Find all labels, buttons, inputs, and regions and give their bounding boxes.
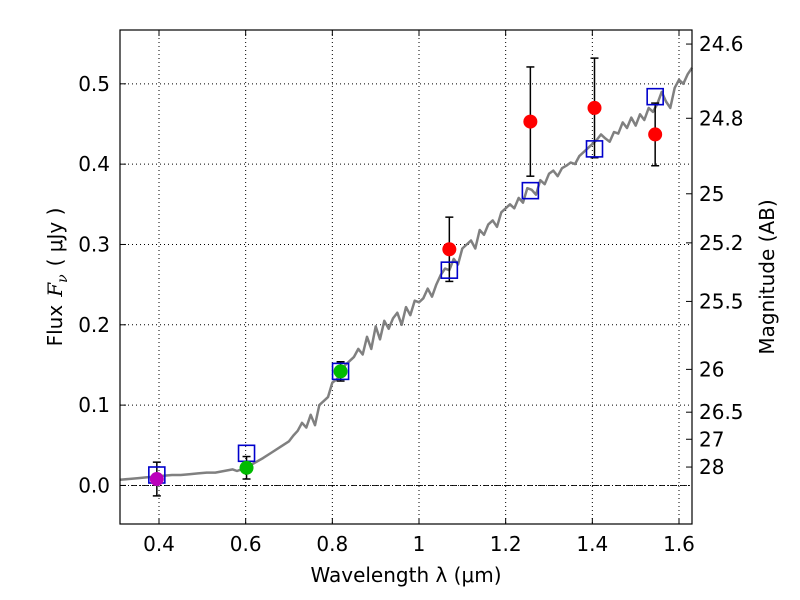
y-axis-title-units: ( μJy ) [43, 208, 67, 267]
observed-blue-band-circle-marker [149, 472, 164, 487]
y-axis-title: Flux Fν ( μJy ) [43, 208, 71, 347]
magnitude-tick-label: 28 [699, 455, 724, 479]
magnitude-axis-title: Magnitude (AB) [755, 199, 779, 354]
magnitude-tick-label: 25.5 [699, 289, 744, 313]
magnitude-tick-label: 25 [699, 182, 724, 206]
model-spectrum-line [119, 67, 694, 482]
y-axis-title-subscript: ν [55, 274, 71, 283]
model-spectrum-layer [119, 67, 694, 482]
x-tick-label: 0.4 [143, 532, 175, 556]
x-tick-label: 0.8 [316, 532, 348, 556]
observed-near-ir-circle-marker [442, 242, 457, 257]
plot-frame [119, 29, 693, 525]
y-tick-label: 0.1 [78, 393, 110, 417]
axes: 0.4 0.6 0.8 1 1.2 1.4 1.6 0.0 0.1 0.2 0.3 0.4 0.5 24.… [78, 29, 744, 556]
x-tick-label: 1.2 [490, 532, 522, 556]
x-axis-title: Wavelength λ (μm) [310, 563, 501, 587]
data-markers [148, 87, 664, 487]
observed-near-ir-circle-marker [648, 127, 663, 142]
observed-optical-circle-marker [239, 460, 254, 475]
magnitude-tick-label: 27 [699, 427, 724, 451]
magnitude-tick-label: 26.5 [699, 400, 744, 424]
y-tick-label: 0.2 [78, 313, 110, 337]
error-bars [152, 57, 660, 497]
y-tick-label: 0.3 [78, 232, 110, 256]
y-tick-label: 0.0 [78, 473, 110, 497]
magnitude-tick-label: 24.6 [699, 32, 744, 56]
model-band-flux-square-marker [440, 261, 459, 279]
model-band-flux-square-marker [585, 140, 604, 158]
y-tick-label: 0.4 [78, 152, 110, 176]
x-tick-label: 0.6 [230, 532, 262, 556]
gridlines [120, 30, 692, 524]
model-band-flux-square-marker [331, 362, 350, 381]
y-axis-title-prefix: Flux [43, 305, 67, 347]
y-axis-title-symbol: F [43, 282, 67, 298]
magnitude-tick-label: 24.8 [699, 106, 744, 130]
magnitude-tick-label: 25.2 [699, 231, 744, 255]
observed-optical-circle-marker [333, 364, 348, 379]
observed-near-ir-circle-marker [587, 100, 602, 115]
model-band-flux-square-marker [521, 181, 540, 200]
observed-near-ir-circle-marker [523, 114, 538, 129]
magnitude-tick-label: 26 [699, 357, 724, 381]
x-tick-label: 1 [413, 532, 426, 556]
model-band-flux-square-marker [646, 87, 664, 106]
x-tick-label: 1.6 [663, 532, 695, 556]
y-tick-label: 0.5 [78, 72, 110, 96]
x-tick-label: 1.4 [576, 532, 608, 556]
